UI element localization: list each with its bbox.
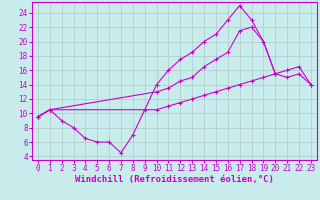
X-axis label: Windchill (Refroidissement éolien,°C): Windchill (Refroidissement éolien,°C): [75, 175, 274, 184]
